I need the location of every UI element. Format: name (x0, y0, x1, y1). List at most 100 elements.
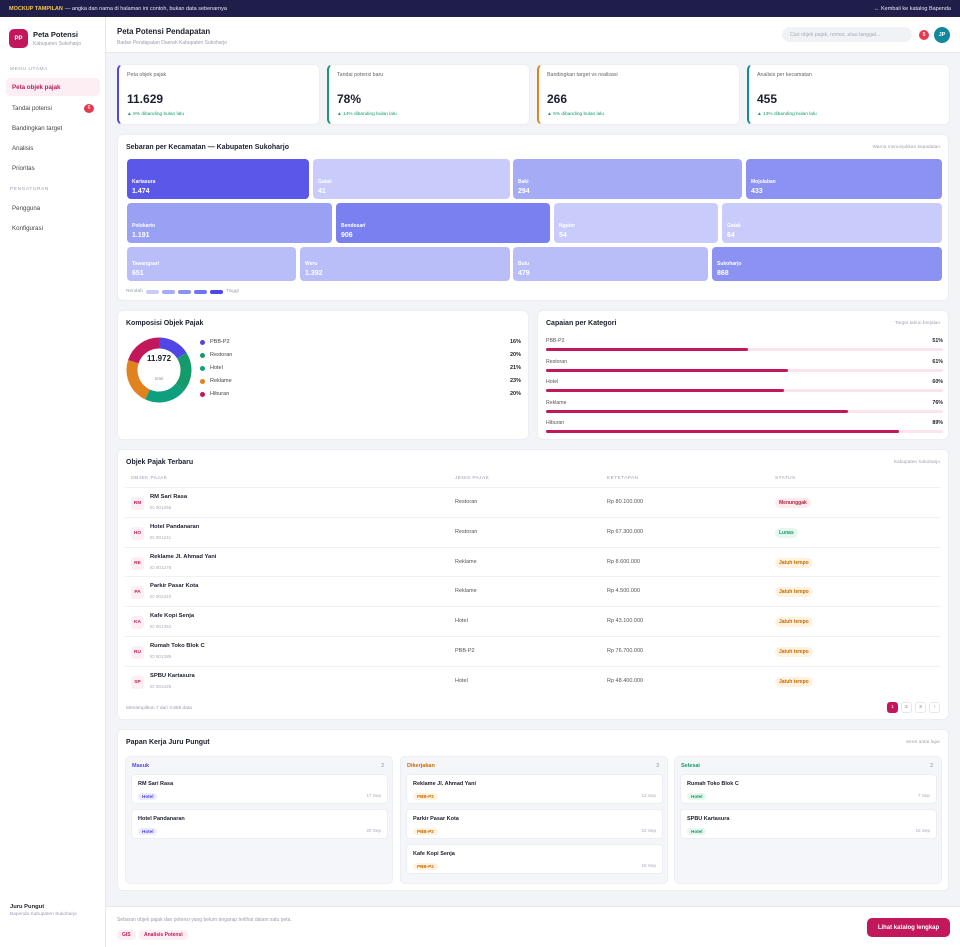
donut-slice-hiburan (128, 337, 160, 364)
kanban-card[interactable]: Kafe Kopi Senja PBB-P2 16 Sep (406, 844, 663, 874)
tax-amount: Rp 8.600.000 (607, 558, 641, 565)
sidebar-item-konfigurasi[interactable]: Konfigurasi (6, 219, 100, 237)
object-id: ID 001278 (150, 564, 172, 570)
card-title: Papan Kerja Juru Pungut (126, 739, 210, 746)
district-tile[interactable]: Tawangsari 651 (127, 247, 296, 281)
bar-track (546, 368, 943, 372)
object-avatar: SP (131, 675, 144, 689)
back-to-catalog-link[interactable]: ← Kembali ke katalog Bapenda (873, 5, 951, 12)
legend-percent: 20% (509, 391, 521, 397)
kanban-card[interactable]: Hotel Pandanaran Hotel 20 Sep (131, 809, 388, 839)
kanban-card[interactable]: SPBU Kartasura Hotel 16 Sep (680, 809, 937, 839)
sidebar-item-analisis[interactable]: Analisis (6, 139, 100, 157)
district-tile[interactable]: Gatak 64 (722, 203, 942, 243)
district-tile[interactable]: Gatak 41 (313, 159, 510, 199)
legend-label: Hiburan (210, 391, 230, 397)
district-tile[interactable]: Mojolaban 433 (746, 159, 942, 199)
card-title: Capaian per Kategori (546, 320, 617, 327)
page-subtitle: Badan Pendapatan Daerah Kabupaten Sukoha… (117, 40, 228, 46)
table-row[interactable]: RU Rumah Toko Blok C ID 001389 PBB-P2 Rp… (125, 636, 941, 666)
page-footer: Sebaran objek pajak dan potensi yang bel… (106, 906, 960, 947)
district-name: Tawangsari (132, 261, 160, 267)
object-avatar: RU (131, 646, 144, 659)
table-row[interactable]: RM RM Sari Rasa ID 001256 Restoran Rp 80… (125, 487, 941, 517)
page-3-button[interactable]: 3 (915, 702, 926, 713)
column-header-ketetapan[interactable]: KETETAPAN (607, 476, 639, 481)
bar-track (546, 348, 943, 351)
column-header-jenis[interactable]: JENIS PAJAK (455, 476, 490, 481)
notification-badge[interactable]: 5 (919, 30, 929, 40)
count-badge: 6 (84, 103, 94, 113)
legend-item: Hiburan 20% (200, 391, 521, 397)
tax-amount: Rp 76.700.000 (607, 648, 644, 654)
district-tile[interactable]: Polokarto 1.191 (127, 203, 332, 243)
page-1-button[interactable]: 1 (887, 702, 898, 713)
card-date: 20 Sep (366, 828, 381, 833)
table-row[interactable]: PA Parkir Pasar Kota ID 001310 Reklame R… (125, 576, 941, 606)
card-tag: PBB-P2 (413, 828, 438, 835)
table-row[interactable]: SP SPBU Kartasura ID 001426 Hotel Rp 48.… (125, 665, 941, 696)
district-tile[interactable]: Bulu 479 (513, 247, 708, 281)
card-date: 13 Sep (641, 793, 656, 798)
kanban-card[interactable]: Reklame Jl. Ahmad Yani PBB-P2 13 Sep (406, 774, 663, 804)
sidebar-item-prioritas[interactable]: Prioritas (6, 159, 100, 177)
card-tag: Hotel (138, 828, 158, 835)
page-title: Peta Potensi Pendapatan (117, 27, 211, 36)
object-name: SPBU Kartasura (150, 672, 195, 679)
legend-percent: 20% (509, 352, 521, 358)
sidebar-item-bandingkan-target[interactable]: Bandingkan target (6, 119, 100, 137)
object-name: Reklame Jl. Ahmad Yani (150, 553, 217, 560)
district-tile[interactable]: Kartasura 1.474 (127, 159, 309, 199)
district-value: 64 (727, 232, 735, 239)
search-input[interactable]: Cari objek pajak, nomor, atau tanggal... (782, 27, 912, 42)
donut-slice-restoran (175, 352, 192, 391)
district-tile[interactable]: Weru 1.392 (300, 247, 510, 281)
status-badge: Jatuh tempo (775, 587, 813, 598)
card-note: Kabupaten Sukoharjo (893, 460, 940, 465)
district-value: 294 (518, 188, 530, 195)
page-2-button[interactable]: 2 (901, 702, 912, 713)
bar-track (546, 430, 943, 433)
district-tile[interactable]: Baki 294 (513, 159, 742, 199)
brand-logo: PP (9, 29, 28, 48)
legend-dot (200, 339, 205, 345)
table-row[interactable]: HO Hotel Pandanaran ID 001241 Restoran R… (125, 516, 941, 547)
bar-fill (546, 348, 749, 351)
kanban-card[interactable]: Rumah Toko Blok C Hotel 7 Sep (680, 774, 937, 804)
object-id: ID 001426 (150, 683, 172, 689)
sidebar-item-peta-objek-pajak[interactable]: Peta objek pajak (6, 78, 100, 96)
kanban-card[interactable]: Parkir Pasar Kota PBB-P2 22 Sep (406, 809, 663, 839)
column-header-objek[interactable]: OBJEK PAJAK (131, 476, 168, 481)
legend-label: Hotel (210, 365, 223, 371)
card-name: Rumah Toko Blok C (687, 781, 739, 787)
avatar[interactable]: JP (934, 27, 950, 43)
sidebar-item-label: Bandingkan target (12, 124, 63, 132)
district-tile[interactable]: Bendosari 906 (336, 203, 550, 243)
bar-label: Restoran (546, 358, 568, 365)
card-tag: PBB-P2 (413, 863, 438, 870)
tag-chip-gis: GIS (117, 930, 136, 940)
kpi-card-peta-objek: Peta objek pajak 11.629 ▲ 8% dibanding b… (117, 64, 320, 125)
legend-low: Rendah (126, 289, 143, 294)
column-header-status[interactable]: STATUS (775, 476, 796, 481)
status-badge: Menunggak (775, 498, 811, 508)
district-tile[interactable]: Sukoharjo 868 (712, 247, 942, 281)
sidebar-item-pengguna[interactable]: Pengguna (6, 199, 100, 217)
card-name: Hotel Pandanaran (138, 816, 185, 822)
table-row[interactable]: KA Kafe Kopi Senja ID 001352 Hotel Rp 43… (125, 606, 941, 636)
column-title: Dikerjakan (407, 763, 435, 769)
sidebar-item-tandai-potensi[interactable]: Tandai potensi 6 (6, 99, 100, 117)
object-avatar: RE (131, 556, 144, 570)
object-id: ID 001256 (150, 505, 172, 510)
card-title: Objek Pajak Terbaru (126, 459, 194, 466)
bar-fill (546, 409, 848, 413)
kanban-card[interactable]: RM Sari Rasa Hotel 17 Sep (131, 774, 388, 804)
bar-fill (546, 389, 785, 392)
district-name: Nguter (559, 223, 576, 229)
table-row[interactable]: RE Reklame Jl. Ahmad Yani ID 001278 Rekl… (125, 546, 941, 577)
banner-message: MOCKUP TAMPILAN — angka dan nama di halam… (9, 6, 227, 12)
view-catalog-button[interactable]: Lihat katalog lengkap (867, 918, 950, 937)
achievement-card: Capaian per Kategori Target tahun berjal… (537, 310, 949, 440)
district-tile[interactable]: Nguter 54 (554, 203, 718, 243)
next-page-button[interactable]: › (929, 702, 940, 713)
